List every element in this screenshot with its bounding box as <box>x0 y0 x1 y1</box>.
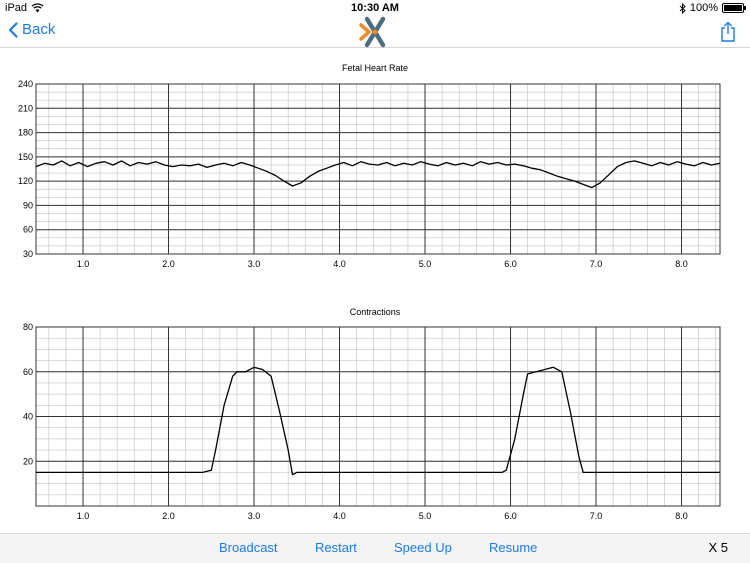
plot-frame <box>35 83 721 255</box>
back-chevron-icon <box>8 21 18 38</box>
x-tick-label: 3.0 <box>248 511 261 521</box>
x-tick-label: 3.0 <box>248 259 261 269</box>
x-tick-label: 4.0 <box>333 511 346 521</box>
x-tick-label: 6.0 <box>504 259 517 269</box>
y-tick-label: 90 <box>23 200 33 210</box>
chart-title: Fetal Heart Rate <box>342 63 408 73</box>
y-tick-label: 30 <box>23 249 33 259</box>
battery-percent: 100% <box>689 2 718 14</box>
x-tick-label: 2.0 <box>162 511 175 521</box>
status-left: iPad <box>5 2 44 14</box>
x-tick-label: 7.0 <box>590 259 603 269</box>
chart-title: Contractions <box>350 307 401 317</box>
contractions-chart: Contractions 1.0 2.0 3.0 4.0 5.0 6.0 7.0 8.0 20 40… <box>23 307 721 521</box>
series-line <box>35 160 721 189</box>
app-logo-icon <box>359 16 386 48</box>
plot-frame <box>35 326 721 507</box>
y-tick-label: 240 <box>18 79 33 89</box>
x-tick-label: 5.0 <box>419 259 432 269</box>
speed-up-button[interactable]: Speed Up <box>394 540 452 555</box>
status-bar: iPad 10:30 AM 100% <box>0 0 750 16</box>
x-tick-label: 1.0 <box>77 511 90 521</box>
resume-button[interactable]: Resume <box>489 540 538 555</box>
y-tick-label: 40 <box>23 412 33 422</box>
share-icon[interactable] <box>720 21 736 43</box>
y-tick-label: 120 <box>18 176 33 186</box>
y-tick-label: 180 <box>18 128 33 138</box>
bluetooth-icon <box>679 2 686 14</box>
restart-button[interactable]: Restart <box>315 540 357 555</box>
bottom-toolbar: Broadcast Restart Speed Up Resume X 5 <box>0 533 750 563</box>
x-tick-label: 2.0 <box>162 259 175 269</box>
x-tick-label: 6.0 <box>504 511 517 521</box>
back-button[interactable]: Back <box>8 21 55 38</box>
y-tick-label: 150 <box>18 152 33 162</box>
x-tick-label: 4.0 <box>333 259 346 269</box>
status-right: 100% <box>679 2 746 14</box>
y-tick-label: 80 <box>23 322 33 332</box>
battery-icon <box>722 3 746 13</box>
status-time: 10:30 AM <box>351 2 399 14</box>
y-tick-label: 60 <box>23 367 33 377</box>
series-line <box>36 366 720 476</box>
fetal-heart-rate-chart: Fetal Heart Rate 1.0 2.0 3.0 4.0 5.0 6.0 7.0 8.0… <box>18 63 721 269</box>
navigation-bar: Back <box>0 16 750 48</box>
x-tick-label: 1.0 <box>77 259 90 269</box>
y-tick-label: 210 <box>18 103 33 113</box>
x-tick-label: 8.0 <box>675 511 688 521</box>
x-tick-label: 8.0 <box>675 259 688 269</box>
back-label: Back <box>22 21 56 38</box>
broadcast-button[interactable]: Broadcast <box>219 540 278 555</box>
x-tick-label: 5.0 <box>419 511 432 521</box>
x-tick-label: 7.0 <box>590 511 603 521</box>
wifi-icon <box>31 3 44 13</box>
y-tick-label: 60 <box>23 225 33 235</box>
y-tick-label: 20 <box>23 456 33 466</box>
speed-indicator: X 5 <box>708 540 728 555</box>
device-label: iPad <box>5 2 28 14</box>
